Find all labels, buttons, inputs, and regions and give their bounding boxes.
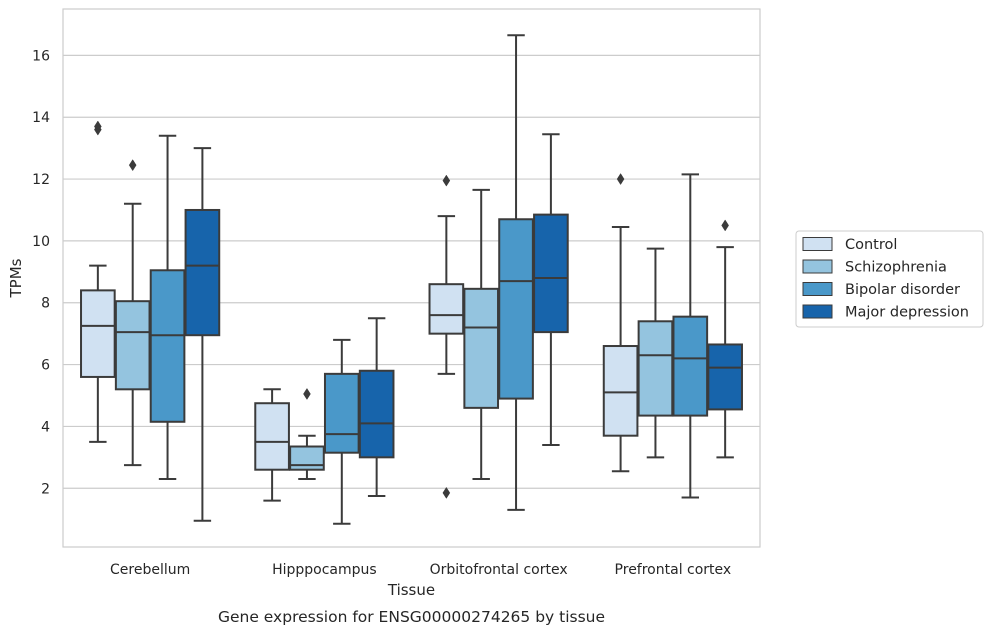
y-tick-label: 14: [32, 110, 50, 126]
box-group: [672, 173, 709, 499]
box-iqr: [80, 289, 116, 378]
box-group: [149, 134, 186, 480]
box-iqr: [707, 343, 743, 411]
box-iqr: [637, 320, 674, 417]
outlier-point: [442, 174, 451, 187]
legend-label: Control: [845, 237, 897, 253]
box-group: [358, 317, 395, 497]
box-group: [184, 147, 221, 522]
outlier-point: [303, 387, 311, 400]
box-group: [463, 188, 500, 480]
legend-frame: [795, 230, 984, 328]
box-plot-series: [80, 34, 743, 525]
x-tick-labels: Cerebellum Hipppocampus Orbitofrontal cort…: [110, 562, 731, 578]
box-group: [80, 120, 116, 443]
box-group: [289, 387, 325, 480]
outlier-point: [616, 173, 625, 186]
y-tick-label: 2: [41, 481, 50, 497]
box-iqr: [358, 369, 395, 459]
box-iqr: [672, 315, 709, 417]
box-group: [602, 173, 639, 473]
box-iqr: [184, 208, 221, 337]
box-group: [637, 247, 674, 459]
box-group: [533, 133, 569, 446]
box-iqr: [533, 213, 569, 334]
y-tick-labels: 2 4 6 8 10 12 14 16: [32, 48, 50, 497]
outlier-point: [94, 120, 102, 133]
box-group: [254, 388, 290, 502]
x-tick-label: Hipppocampus: [272, 562, 377, 578]
outlier-point: [442, 486, 451, 499]
legend-label: Bipolar disorder: [845, 282, 960, 298]
legend-label: Schizophrenia: [845, 260, 947, 276]
box-iqr: [323, 372, 360, 454]
x-axis-label: Tissue: [387, 581, 435, 599]
box-iqr: [254, 402, 290, 471]
y-tick-label: 4: [41, 419, 50, 435]
box-iqr: [463, 287, 500, 409]
legend-swatch: [802, 259, 833, 274]
legend-swatch: [802, 304, 833, 319]
box-iqr: [289, 445, 325, 471]
y-tick-label: 6: [41, 358, 50, 374]
box-iqr: [428, 283, 465, 335]
box-iqr: [602, 345, 639, 437]
plot-area-frame: [62, 8, 761, 548]
y-tick-label: 12: [32, 172, 50, 188]
x-tick-label: Cerebellum: [110, 562, 190, 578]
box-iqr: [498, 218, 534, 400]
box-iqr: [114, 300, 151, 391]
box-group: [323, 338, 360, 525]
chart-caption: Gene expression for ENSG00000274265 by t…: [218, 608, 605, 626]
box-iqr: [149, 269, 186, 423]
legend-swatch: [802, 282, 833, 296]
y-tick-label: 8: [41, 296, 50, 312]
y-tick-label: 10: [32, 234, 50, 250]
x-tick-label: Prefrontal cortex: [615, 562, 732, 578]
legend-label: Major depression: [845, 305, 969, 321]
x-tick-label: Orbitofrontal cortex: [430, 562, 568, 578]
outlier-point: [721, 219, 729, 232]
box-group: [114, 159, 151, 467]
legend: Control Schizophrenia Bipolar disorder Majo…: [795, 230, 984, 328]
y-axis-label: TPMs: [7, 258, 25, 298]
box-group: [707, 219, 743, 459]
box-group: [428, 174, 465, 499]
legend-swatch: [802, 237, 833, 251]
outlier-point: [128, 159, 137, 172]
box-group: [498, 34, 534, 511]
y-tick-label: 16: [32, 48, 50, 64]
